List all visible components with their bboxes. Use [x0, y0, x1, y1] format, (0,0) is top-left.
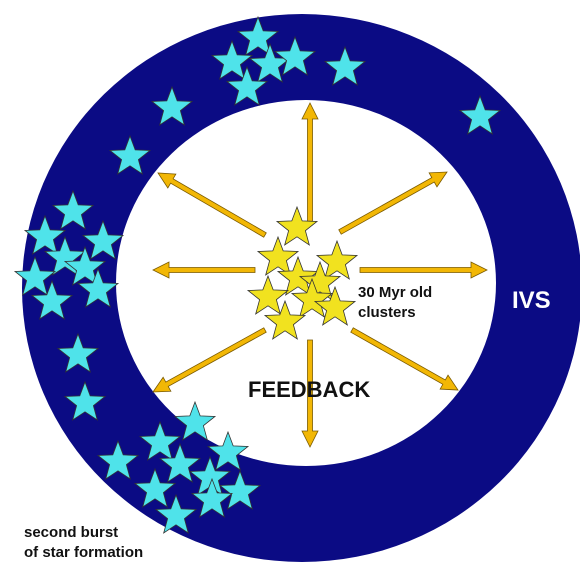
star — [236, 15, 280, 56]
star — [13, 255, 57, 296]
star — [96, 439, 140, 480]
star — [323, 45, 367, 86]
ivs-label: IVS — [512, 287, 551, 314]
stars — [13, 15, 502, 534]
star — [218, 469, 262, 510]
star — [458, 94, 502, 135]
arrow — [152, 327, 267, 393]
arrow — [152, 261, 256, 279]
star — [158, 442, 202, 483]
star — [190, 477, 234, 518]
star — [298, 260, 342, 301]
star — [315, 239, 359, 280]
star — [225, 65, 269, 106]
star — [63, 380, 107, 421]
star — [51, 189, 95, 230]
star — [256, 235, 300, 276]
arrow — [301, 339, 319, 448]
star — [206, 430, 250, 471]
arrow — [338, 171, 448, 235]
star — [30, 279, 74, 320]
star — [108, 134, 152, 175]
star — [56, 332, 100, 373]
burst-label: of star formation — [24, 544, 143, 561]
clusters-label: clusters — [358, 304, 416, 321]
arrow — [350, 327, 459, 391]
clusters-label: 30 Myr old — [358, 284, 432, 301]
star — [81, 219, 125, 260]
feedback-arrows — [152, 102, 488, 448]
arrow — [301, 102, 319, 226]
star — [313, 285, 357, 326]
star — [276, 255, 320, 296]
star — [246, 274, 290, 315]
star — [275, 205, 319, 246]
arrow — [359, 261, 488, 279]
star — [43, 235, 87, 276]
star — [23, 214, 67, 255]
star — [150, 85, 194, 126]
star — [210, 39, 254, 80]
star — [273, 35, 317, 76]
feedback-label: FEEDBACK — [248, 377, 370, 402]
star — [76, 267, 120, 308]
star — [133, 467, 177, 508]
star — [63, 245, 107, 286]
star — [263, 299, 307, 340]
arrow — [157, 172, 267, 238]
burst-label: second burst — [24, 524, 118, 541]
star — [290, 277, 334, 318]
star — [173, 400, 217, 441]
star — [138, 420, 182, 461]
star — [154, 493, 198, 534]
